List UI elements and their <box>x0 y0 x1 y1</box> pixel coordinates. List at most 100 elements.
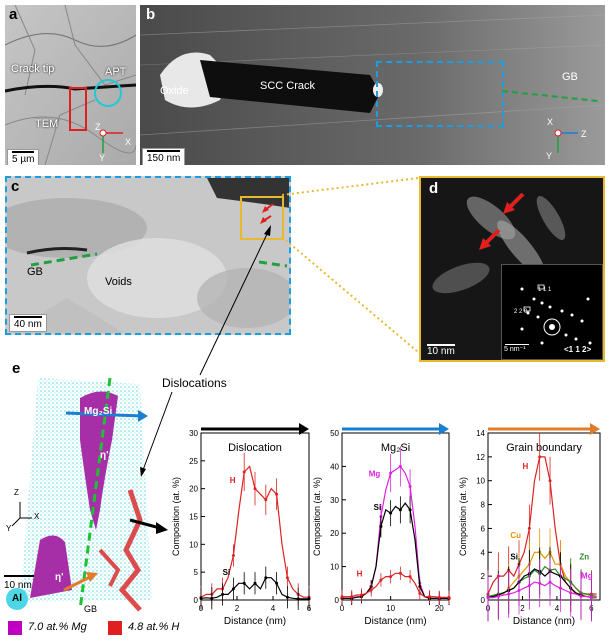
tem-region-box <box>69 87 87 131</box>
dislocation-profile-chart: Dislocation0246051015202530Distance (nm)… <box>171 423 312 627</box>
series-label-cu: Cu <box>510 531 521 540</box>
y-tick-label: 8 <box>481 501 486 510</box>
panel-c-label: c <box>11 178 20 195</box>
data-point-h <box>359 593 363 597</box>
series-label-h: H <box>522 462 528 471</box>
data-point-h <box>538 455 542 459</box>
chart-title: Mg₂Si <box>381 442 410 454</box>
data-point-h <box>264 498 268 502</box>
x-tick-label: 2 <box>520 604 525 613</box>
panel-b: b Oxide SCC Crack GB X Z Y 150 nm <box>140 5 605 165</box>
oxide-label: Oxide <box>160 85 189 97</box>
data-point-h <box>389 575 393 579</box>
x-tick-label: 0 <box>340 604 345 613</box>
y-tick-label: 20 <box>189 485 198 494</box>
legend-mg-swatch <box>8 621 22 635</box>
series-label-si: Si <box>510 552 518 561</box>
y-tick-label: 30 <box>189 429 198 438</box>
data-point-si <box>221 592 225 596</box>
gb-label-c: GB <box>27 266 43 278</box>
data-point-si <box>389 511 393 515</box>
gb-label-b: GB <box>562 71 578 83</box>
data-point-h <box>437 595 441 599</box>
diffraction-inset: 1 1 1 2 2 0 5 nm⁻¹ <1 1 2> <box>501 264 603 360</box>
x-axis-label: Distance (nm) <box>513 616 575 627</box>
panel-e-atomprobe: e Mg₂Si η' η' GB Z X Y 10 nm Al <box>0 360 165 641</box>
direction-arrow-head <box>590 423 600 435</box>
legend-h-label: 4.8 at.% H <box>128 621 180 633</box>
panel-e-axis-y: Y <box>6 524 12 533</box>
series-line-mg <box>488 581 597 599</box>
panel-a-axis-z: Z <box>95 122 101 132</box>
dislocations-label: Dislocations <box>162 376 227 390</box>
y-tick-label: 14 <box>476 429 485 438</box>
data-point-si <box>253 581 257 585</box>
data-point-h <box>447 595 451 599</box>
apt-label: APT <box>105 66 127 78</box>
data-point-si <box>210 596 214 600</box>
plot-frame <box>341 432 450 601</box>
plot-frame <box>487 432 601 601</box>
data-point-mg <box>558 586 562 590</box>
eta-label-1: η' <box>100 450 109 461</box>
panel-c-red-arrows <box>260 203 274 224</box>
data-point-h <box>285 576 289 580</box>
panel-e-scale-text: 10 nm <box>4 580 32 591</box>
gb-label-e: GB <box>84 604 98 614</box>
chart-title: Grain boundary <box>506 442 582 454</box>
x-tick-label: 20 <box>435 604 444 613</box>
panel-b-label: b <box>146 6 156 23</box>
panel-a-axis-x: X <box>125 137 132 147</box>
data-point-mg <box>538 581 542 585</box>
data-point-h <box>350 595 354 599</box>
panel-d-red-arrows <box>479 192 525 250</box>
y-tick-label: 4 <box>481 548 486 557</box>
legend-mg-label: 7.0 at.% Mg <box>28 621 87 633</box>
data-point-si <box>408 508 412 512</box>
series-label-h: H <box>357 570 363 579</box>
data-point-h <box>231 553 235 557</box>
panel-b-scalebar: 150 nm <box>142 148 186 165</box>
inset-scale-text: 5 nm⁻¹ <box>504 346 526 353</box>
y-tick-label: 25 <box>189 457 198 466</box>
zone-axis-label: <1 1 2> <box>564 345 592 354</box>
data-point-si <box>242 581 246 585</box>
y-axis-label: Composition (at. %) <box>171 477 181 556</box>
panel-e-axis-x: X <box>34 512 40 521</box>
panel-a-axis-y: Y <box>99 153 106 163</box>
data-point-mg <box>569 591 573 595</box>
panel-a-label: a <box>9 6 18 23</box>
data-point-mg <box>579 594 583 598</box>
data-point-mg <box>517 588 521 592</box>
panel-c-scalebar: 40 nm <box>9 314 47 332</box>
data-point-h <box>379 578 383 582</box>
y-tick-label: 20 <box>330 529 339 538</box>
eta-label-2: η' <box>55 572 64 583</box>
x-axis-label: Distance (nm) <box>224 616 286 627</box>
panel-c: c GB Voids 40 nm <box>5 176 291 335</box>
y-tick-label: 5 <box>194 568 199 577</box>
y-tick-label: 15 <box>189 513 198 522</box>
panel-c-scale-text: 40 nm <box>14 319 42 330</box>
mg2si-profile-chart: Mg₂Si 0 10 20 0 10 20 30 40 50 Distance (nm) Compos… <box>312 423 451 627</box>
data-point-si <box>285 595 289 599</box>
inset-scalebar <box>505 344 529 345</box>
panel-a-scale-text: 5 µm <box>12 154 35 165</box>
panel-a-axes <box>99 129 123 153</box>
y-tick-label: 30 <box>330 496 339 505</box>
y-tick-label: 50 <box>330 429 339 438</box>
data-point-mg <box>589 596 593 600</box>
al-badge: Al <box>6 588 28 610</box>
data-point-si <box>199 596 203 600</box>
data-point-h <box>428 595 432 599</box>
y-tick-label: 12 <box>476 453 485 462</box>
y-axis-label: Composition (at. %) <box>312 477 322 556</box>
panel-b-axes <box>554 129 578 153</box>
panel-b-scale-text: 150 nm <box>147 153 181 164</box>
data-point-h <box>548 479 552 483</box>
panel-d-label: d <box>429 180 439 197</box>
y-tick-label: 10 <box>330 563 339 572</box>
data-point-si <box>398 508 402 512</box>
mg2si-label: Mg₂Si <box>84 406 113 417</box>
chart-title: Dislocation <box>228 442 282 454</box>
